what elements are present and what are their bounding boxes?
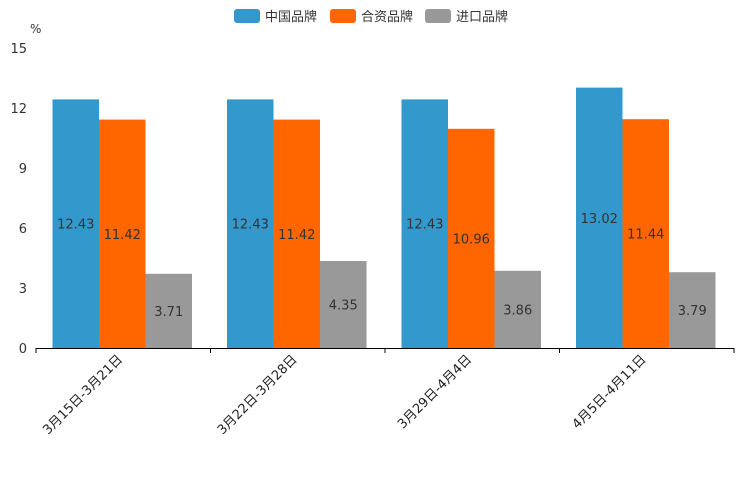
bar-2-1	[320, 261, 367, 348]
legend-label-2: 进口品牌	[456, 9, 508, 25]
bar-1-0	[99, 119, 146, 348]
bar-1-1	[273, 119, 320, 348]
bar-0-0	[52, 99, 99, 349]
legend-label-0: 中国品牌	[265, 9, 317, 25]
bar-2-2	[494, 270, 541, 348]
y-tick-label-4: 12	[10, 102, 27, 117]
bar-value-label-0-0: 12.43	[57, 218, 94, 233]
bar-0-2	[401, 99, 448, 349]
bar-2-3	[669, 272, 716, 348]
y-axis: 0 3 6 9 12 15	[10, 42, 27, 357]
y-tick-label-2: 6	[19, 222, 27, 237]
bar-value-label-2-0: 3.71	[154, 305, 183, 320]
y-tick-label-3: 9	[19, 162, 27, 177]
x-category-label-1: 3月22日-3月28日	[215, 352, 301, 438]
bar-0-3	[576, 87, 623, 348]
y-tick-label-5: 15	[10, 42, 27, 57]
bar-2-0	[145, 273, 192, 348]
bar-value-label-1-1: 11.42	[278, 228, 315, 243]
bar-1-2	[448, 128, 495, 348]
legend: 中国品牌 合资品牌 进口品牌	[234, 9, 508, 25]
y-tick-label-0: 0	[19, 342, 27, 357]
legend-swatch-1	[330, 9, 356, 23]
x-category-label-0: 3月15日-3月21日	[40, 352, 126, 438]
y-tick-label-1: 3	[19, 282, 27, 297]
x-category-label-3: 4月5日-4月11日	[570, 352, 650, 432]
bar-value-label-2-3: 3.79	[678, 304, 707, 319]
bar-0-1	[227, 99, 274, 349]
bar-value-label-1-2: 10.96	[453, 232, 490, 247]
legend-swatch-0	[234, 9, 260, 23]
x-category-label-2: 3月29日-4月4日	[395, 352, 475, 432]
bars: 12.43 11.42 3.71 12.43 11.42 4.35 12.43 10.96 3.…	[52, 87, 716, 349]
legend-label-1: 合资品牌	[361, 9, 413, 25]
bar-1-3	[622, 119, 669, 348]
bar-value-label-0-2: 12.43	[406, 218, 443, 233]
x-axis: 3月15日-3月21日 3月22日-3月28日 3月29日-4月4日 4月5日-4月1…	[35, 348, 735, 438]
y-axis-unit: %	[30, 22, 41, 36]
bar-value-label-2-2: 3.86	[503, 303, 532, 318]
bar-value-label-1-3: 11.44	[627, 228, 664, 243]
bar-value-label-0-1: 12.43	[232, 218, 269, 233]
bar-value-label-0-3: 13.02	[581, 212, 618, 227]
bar-value-label-2-1: 4.35	[329, 299, 358, 314]
bar-value-label-1-0: 11.42	[104, 228, 141, 243]
legend-swatch-2	[425, 9, 451, 23]
